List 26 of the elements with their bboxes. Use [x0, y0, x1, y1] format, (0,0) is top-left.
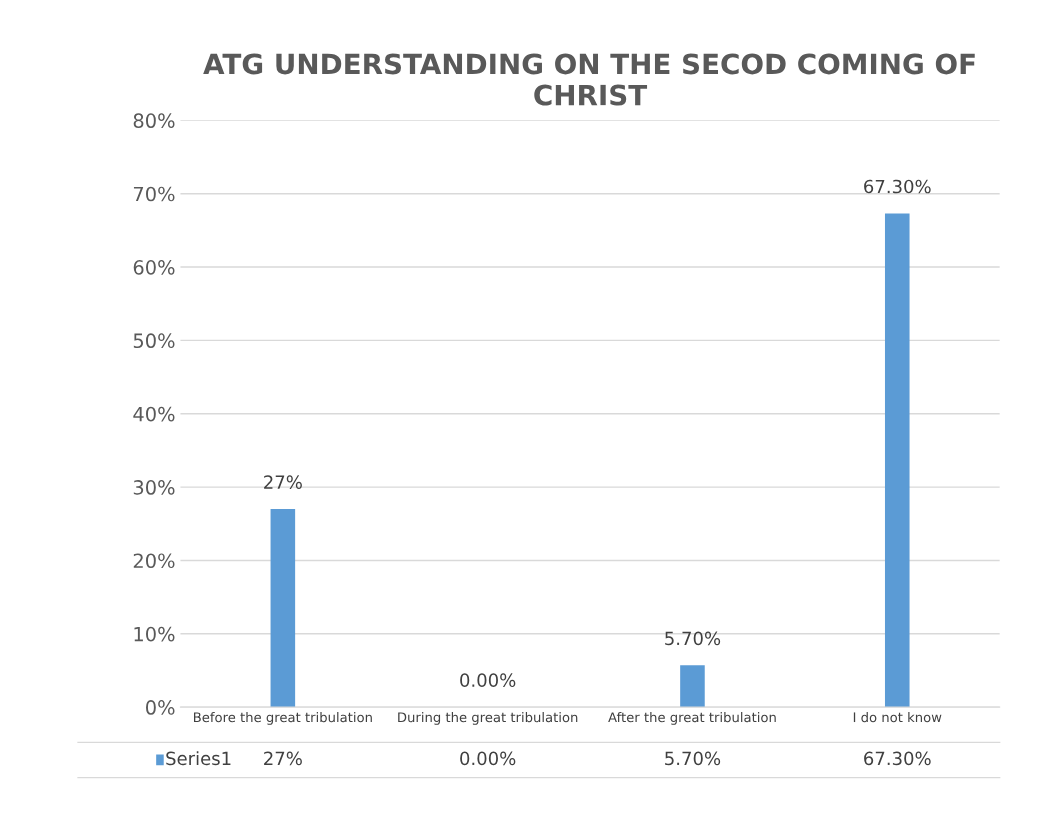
data-label: 0.00% [460, 751, 516, 766]
legend-label: Series1 [166, 751, 231, 766]
data-label: 67.30% [864, 751, 931, 766]
y-tick-label: 80% [133, 113, 175, 129]
bar [680, 665, 705, 708]
y-tick-label: 60% [133, 260, 175, 275]
x-tick-label: Before the great tribulation [194, 712, 372, 725]
bar [270, 509, 296, 708]
y-tick-label: 20% [133, 553, 175, 569]
bar [884, 213, 910, 708]
y-tick-label: 10% [134, 626, 175, 642]
y-tick-label: 70% [133, 186, 175, 202]
chart-title: ATG UNDERSTANDING ON THE SECOD COMING OF CHRIST [203, 53, 975, 106]
x-tick-label: During the great tribulation [398, 712, 578, 725]
y-tick-label: 40% [133, 406, 175, 422]
data-label: 27% [264, 751, 302, 766]
data-label: 5.70% [665, 751, 721, 766]
text: 5.70% [665, 631, 721, 646]
x-tick-label: After the great tribulation [608, 712, 776, 725]
x-tick-label: I do not know [853, 712, 942, 723]
y-tick-label: 30% [133, 480, 175, 495]
y-tick-label: 0% [146, 700, 175, 715]
text: 67.30% [864, 179, 931, 194]
text: 27% [264, 475, 302, 489]
text: 0.00% [460, 673, 516, 687]
y-tick-label: 50% [133, 333, 175, 349]
